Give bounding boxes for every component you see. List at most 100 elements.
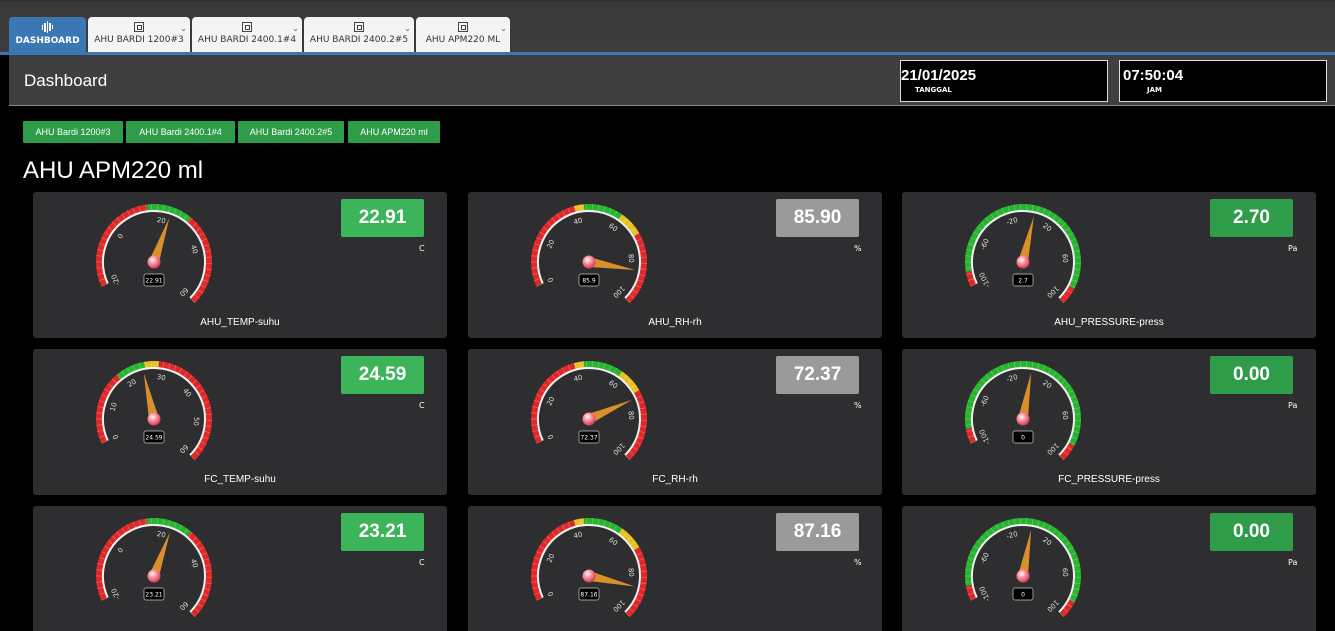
chevron-down-icon[interactable]: ⌄	[404, 24, 411, 33]
gauge-minor-tick	[132, 207, 136, 214]
gauge-minor-tick	[638, 558, 645, 561]
gauge-minor-tick	[1047, 211, 1052, 217]
nav-button-ahu-bardi-1200-3[interactable]: AHU Bardi 1200#3	[23, 121, 123, 143]
chevron-down-icon[interactable]: ⌄	[180, 24, 187, 33]
gauge-minor-tick	[107, 540, 113, 545]
gauge-minor-tick	[532, 272, 539, 275]
gauge-needle	[1018, 529, 1032, 577]
gauge-minor-tick	[635, 441, 642, 445]
gauge-tick-label: -20	[1006, 530, 1019, 541]
unit-label: %	[854, 558, 862, 567]
gauge-tick-label: -100	[978, 271, 992, 289]
gauge-minor-tick	[1070, 238, 1077, 242]
gauge-tick-label: 60	[178, 286, 190, 298]
gauge-minor-tick	[967, 435, 974, 438]
gauge-minor-tick	[551, 531, 556, 537]
gauge-minor-tick	[197, 446, 204, 451]
gauge-minor-tick	[966, 586, 973, 589]
gauge-tick-label: -60	[979, 551, 991, 565]
gauge-tick-label: 60	[1060, 568, 1069, 578]
gauge-tick-label: 0	[546, 276, 555, 283]
dashboard-header: Dashboard 21/01/2025 TANGGAL 07:50:04 JA…	[9, 55, 1335, 106]
gauge-inner-band	[102, 210, 206, 299]
gauge-zone-band	[625, 390, 647, 461]
sensor-name: FC_RH-rh	[652, 474, 698, 485]
gauge-tick-label: 100	[611, 598, 626, 613]
gauge-minor-tick	[1052, 528, 1057, 534]
tab-dashboard[interactable]: DASHBOARD	[9, 17, 86, 53]
gauge-minor-tick	[202, 593, 209, 597]
gauge-needle	[588, 257, 636, 270]
gauge-minor-tick	[1064, 541, 1070, 546]
gauge-readout-box	[578, 430, 600, 444]
tab-ahu-apm220-ml[interactable]: AHU APM220 ML ⌄	[416, 17, 510, 53]
tab-label: AHU APM220 ML	[425, 35, 501, 45]
gauge-minor-tick	[556, 527, 561, 533]
gauge-minor-tick	[531, 267, 538, 269]
chevron-down-icon[interactable]: ⌄	[292, 24, 299, 33]
gauge-minor-tick	[1074, 425, 1081, 427]
gauge-tick-label: 20	[1041, 379, 1053, 391]
gauge-minor-tick	[162, 361, 165, 368]
gauge-minor-tick	[618, 214, 623, 220]
tab-ahu-bardi-2400-2-5[interactable]: AHU BARDI 2400.2#5 ⌄	[304, 17, 414, 53]
gauge-card: 0 10 20 30 40 50 60 24.59 24.59 C FC_TEMP-suhu	[33, 349, 447, 495]
gauge-minor-tick	[966, 563, 973, 566]
gauge-minor-tick	[205, 425, 212, 427]
gauge-minor-tick	[98, 400, 105, 403]
gauge-minor-tick	[144, 518, 147, 525]
gauge-readout-box	[1012, 430, 1034, 444]
gauge-tick-label: 60	[607, 536, 619, 548]
gauge-minor-tick	[533, 592, 540, 595]
tab-underline	[0, 52, 1335, 55]
gauge-minor-tick	[132, 364, 136, 371]
nav-button-ahu-apm220-ml[interactable]: AHU APM220 ml	[348, 121, 440, 143]
nav-button-ahu-bardi-2400-2-5[interactable]: AHU Bardi 2400.2#5	[238, 121, 344, 143]
gauge-minor-tick	[121, 527, 126, 533]
gauge-minor-tick	[637, 436, 644, 440]
gauge-tick-label: 100	[611, 441, 626, 456]
gauge-minor-tick	[1072, 401, 1079, 404]
nav-button-ahu-bardi-2400-1-4[interactable]: AHU Bardi 2400.1#4	[126, 121, 235, 143]
gauge-minor-tick	[162, 518, 165, 525]
gauge-minor-tick	[104, 231, 110, 236]
gauge-minor-tick	[531, 569, 538, 571]
gauge-tick-label: 80	[626, 568, 635, 578]
gauge-minor-tick	[1064, 384, 1070, 389]
gauge-zone-band	[96, 374, 121, 444]
chevron-down-icon[interactable]: ⌄	[500, 24, 507, 33]
gauge-dial: -100 -60 -20 20 60 100 2.7	[965, 204, 1081, 304]
gauge-minor-tick	[1074, 570, 1081, 572]
gauge-minor-tick	[966, 272, 973, 275]
gauge-minor-tick	[97, 406, 104, 409]
gauge-tick-label: 20	[126, 378, 138, 389]
gauge-minor-tick	[630, 227, 636, 232]
gauge-hub	[1016, 255, 1030, 269]
tab-ahu-bardi-1200-3[interactable]: AHU BARDI 1200#3 ⌄	[88, 17, 190, 53]
gauge-minor-tick	[96, 255, 103, 257]
gauge-tick-label: 80	[626, 411, 635, 421]
gauge-minor-tick	[138, 205, 141, 212]
gauge-dial: -20 0 20 40 60 23.21	[96, 518, 212, 618]
gauge-minor-tick	[573, 205, 576, 212]
gauge-minor-tick	[200, 598, 207, 602]
gauge-minor-tick	[970, 440, 976, 444]
gauge-minor-tick	[101, 283, 107, 287]
gauge-minor-tick	[1052, 371, 1057, 377]
gauge-minor-tick	[639, 431, 646, 434]
gauge-minor-tick	[532, 249, 539, 252]
gauge-minor-tick	[531, 412, 538, 414]
gauge-card: 0 20 40 60 80 100 85.9 85.90% AHU_RH-rh	[468, 192, 882, 338]
gauge-minor-tick	[639, 564, 646, 567]
gauge-minor-tick	[1007, 519, 1010, 526]
gauge-minor-tick	[188, 375, 193, 381]
value-display: 0.00	[1210, 513, 1293, 551]
gauge-minor-tick	[200, 284, 207, 288]
sensor-name: AHU_PRESSURE-press	[1054, 317, 1164, 328]
gauge-minor-tick	[995, 210, 1000, 217]
gauge-minor-tick	[632, 603, 639, 608]
gauge-zone-band	[573, 204, 585, 212]
gauge-zone-band	[573, 518, 585, 526]
gauge-hub	[582, 569, 596, 583]
tab-ahu-bardi-2400-1-4[interactable]: AHU BARDI 2400.1#4 ⌄	[192, 17, 302, 53]
